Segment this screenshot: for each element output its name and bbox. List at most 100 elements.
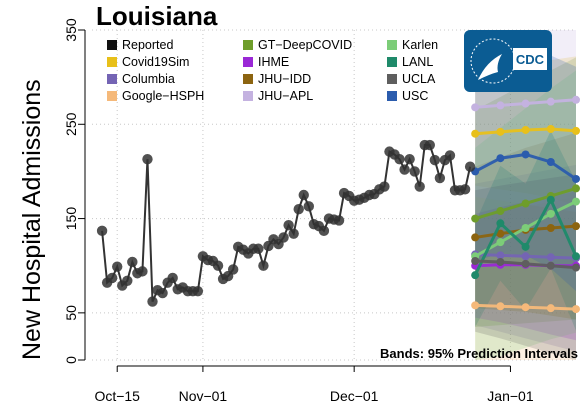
cdc-logo-background bbox=[464, 30, 552, 92]
forecast-point-lanl bbox=[496, 219, 505, 228]
reported-point bbox=[227, 264, 239, 275]
legend-label: Covid19Sim bbox=[122, 55, 189, 69]
legend-swatch bbox=[387, 40, 397, 50]
y-tick-label: 0 bbox=[63, 356, 79, 364]
forecast-point-usc bbox=[546, 158, 555, 166]
reported-point bbox=[167, 272, 178, 284]
y-tick-label: 250 bbox=[63, 112, 79, 136]
reported-point bbox=[333, 215, 345, 226]
reported-point bbox=[157, 287, 168, 299]
forecast-point-karlen bbox=[496, 238, 505, 247]
legend-label: LANL bbox=[402, 55, 433, 69]
forecast-point-jhu-apl bbox=[572, 95, 580, 104]
legend-swatch bbox=[387, 91, 397, 101]
reported-point bbox=[258, 260, 269, 271]
legend-label: Google−HSPH bbox=[122, 89, 204, 103]
forecast-point-ucla bbox=[572, 263, 580, 272]
reported-point bbox=[414, 181, 425, 192]
grid-lines bbox=[92, 29, 576, 361]
y-tick-label: 150 bbox=[63, 207, 79, 231]
reported-point bbox=[303, 201, 314, 212]
legend-swatch bbox=[107, 74, 117, 84]
legend-swatch bbox=[387, 57, 397, 67]
forecast-point-ucla bbox=[521, 259, 530, 268]
forecast-point-usc bbox=[496, 154, 505, 163]
forecast-point-jhu-apl bbox=[471, 103, 480, 112]
forecast-point-google-hsph bbox=[471, 301, 480, 310]
forecast-point-gt-deepcovid bbox=[572, 184, 580, 193]
cdc-logo-text: CDC bbox=[516, 52, 545, 67]
reported-point bbox=[112, 261, 123, 272]
y-tick-label: 50 bbox=[63, 305, 79, 321]
chart-title: Louisiana bbox=[96, 1, 218, 31]
reported-point bbox=[399, 164, 410, 175]
reported-point bbox=[298, 189, 309, 201]
legend-swatch bbox=[243, 74, 253, 84]
reported-point bbox=[96, 225, 108, 237]
forecast-point-karlen bbox=[572, 197, 580, 206]
reported-point bbox=[434, 172, 446, 184]
reported-point bbox=[444, 150, 456, 161]
forecast-point-jhu-apl bbox=[496, 101, 505, 110]
reported-point bbox=[429, 154, 441, 166]
legend: Reported Covid19Sim Columbia Google−HSPH GT−… bbox=[107, 38, 438, 103]
forecast-point-google-hsph bbox=[521, 303, 530, 312]
forecast-point-google-hsph bbox=[496, 302, 505, 311]
legend-label: IHME bbox=[258, 55, 289, 69]
reported-point bbox=[283, 219, 294, 231]
reported-point bbox=[464, 161, 476, 172]
forecast-lines bbox=[471, 95, 580, 314]
reported-point bbox=[409, 166, 420, 177]
forecast-point-ucla bbox=[496, 257, 505, 266]
band-google-hsph bbox=[475, 196, 576, 360]
y-axis-label: New Hospital Admissions bbox=[18, 79, 46, 360]
forecast-point-gt-deepcovid bbox=[521, 199, 530, 208]
forecast-point-columbia bbox=[546, 253, 555, 262]
reported-point bbox=[404, 153, 415, 165]
reported-point bbox=[142, 153, 153, 165]
legend-swatch bbox=[387, 74, 397, 84]
forecast-point-jhu-idd bbox=[572, 222, 580, 231]
legend-label: JHU−IDD bbox=[258, 72, 311, 86]
cdc-badge bbox=[513, 48, 547, 70]
x-tick-label: Oct−15 bbox=[94, 388, 140, 404]
forecast-point-lanl bbox=[572, 252, 580, 261]
reported-point bbox=[192, 285, 204, 297]
cdc-logo: CDC bbox=[464, 30, 552, 92]
forecast-point-lanl bbox=[521, 242, 530, 251]
legend-label: GT−DeepCOVID bbox=[258, 38, 352, 52]
forecast-point-covid19sim bbox=[546, 125, 555, 133]
forecast-point-karlen bbox=[546, 209, 555, 218]
legend-label: JHU−APL bbox=[258, 89, 313, 103]
reported-point bbox=[212, 260, 224, 271]
forecast-point-google-hsph bbox=[546, 304, 555, 313]
reported-point bbox=[137, 266, 148, 277]
forecast-point-ucla bbox=[471, 257, 480, 265]
forecast-point-jhu-idd bbox=[496, 229, 505, 238]
forecast-point-covid19sim bbox=[471, 129, 480, 138]
forecast-point-columbia bbox=[521, 252, 530, 261]
y-tick-label: 350 bbox=[63, 18, 79, 42]
forecast-point-jhu-idd bbox=[471, 233, 480, 242]
legend-label: Reported bbox=[122, 38, 173, 52]
reported-point bbox=[424, 139, 435, 151]
legend-swatch bbox=[107, 40, 117, 50]
reported-point bbox=[293, 203, 304, 215]
band-karlen bbox=[475, 70, 576, 361]
legend-swatch bbox=[243, 57, 253, 67]
x-tick-label: Nov−01 bbox=[179, 388, 228, 404]
reported-point bbox=[122, 275, 133, 286]
reported-point bbox=[278, 232, 289, 243]
forecast-point-covid19sim bbox=[572, 126, 580, 135]
legend-swatch bbox=[243, 91, 253, 101]
eagle-icon bbox=[478, 54, 502, 80]
forecast-point-karlen bbox=[521, 224, 530, 232]
legend-label: Columbia bbox=[122, 72, 175, 86]
forecast-point-jhu-apl bbox=[546, 97, 555, 106]
legend-swatch bbox=[243, 40, 253, 50]
forecast-point-covid19sim bbox=[521, 125, 530, 134]
x-tick-label: Jan−01 bbox=[487, 388, 534, 404]
reported-point bbox=[459, 184, 471, 195]
forecast-point-covid19sim bbox=[496, 127, 505, 136]
